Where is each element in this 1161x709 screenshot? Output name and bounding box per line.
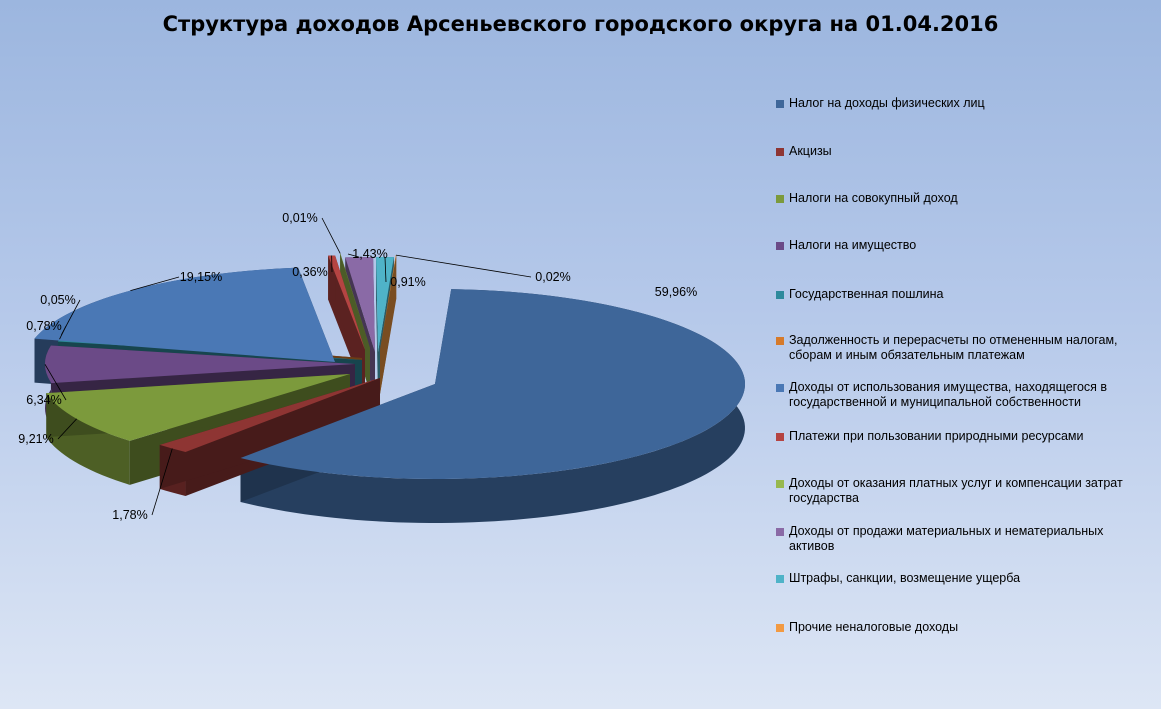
legend-item-4: Налоги на имущество: [776, 238, 1146, 253]
legend-swatch-11: [776, 575, 784, 583]
data-label-5: 0,78%: [26, 319, 61, 333]
legend-label-2: Акцизы: [789, 144, 832, 158]
pie-slice-7: [34, 267, 335, 362]
legend-label-10: Доходы от продажи материальных и нематер…: [789, 524, 1104, 553]
legend-item-11: Штрафы, санкции, возмещение ущерба: [776, 571, 1146, 586]
legend-label-7: Доходы от использования имущества, наход…: [789, 380, 1108, 409]
pie-slice-12: [380, 255, 397, 350]
leader-line-3: [57, 418, 77, 440]
data-label-3: 9,21%: [18, 432, 53, 446]
pie-tops: [34, 253, 746, 480]
legend-item-1: Налог на доходы физических лиц: [776, 96, 1146, 111]
legend-item-9: Доходы от оказания платных услуг и компе…: [776, 476, 1146, 506]
leader-line-11: [384, 257, 387, 283]
leader-line-2: [151, 448, 173, 516]
legend-swatch-5: [776, 291, 784, 299]
pie-slice-11: [376, 257, 394, 352]
legend-swatch-3: [776, 195, 784, 203]
legend-item-7: Доходы от использования имущества, наход…: [776, 380, 1146, 410]
legend-label-6: Задолженность и перерасчеты по отмененны…: [789, 333, 1118, 362]
pie-slice-1: [240, 289, 746, 480]
leader-line-6: [61, 299, 81, 335]
legend-swatch-1: [776, 100, 784, 108]
legend-swatch-2: [776, 148, 784, 156]
pie-slice-4: [44, 345, 355, 384]
legend-label-11: Штрафы, санкции, возмещение ущерба: [789, 571, 1021, 585]
legend-swatch-12: [776, 624, 784, 632]
legend-label-5: Государственная пошлина: [789, 287, 944, 301]
leader-line-7: [130, 276, 180, 292]
legend-label-12: Прочие неналоговые доходы: [789, 620, 959, 634]
legend-swatch-8: [776, 433, 784, 441]
chart-title: Структура доходов Арсеньевского городско…: [162, 12, 999, 36]
legend-label-3: Налоги на совокупный доход: [789, 191, 958, 205]
data-label-8: 0,36%: [292, 265, 327, 279]
leader-line-9: [321, 217, 341, 254]
legend-label-1: Налог на доходы физических лиц: [789, 96, 985, 110]
pie-slice-2: [159, 378, 380, 452]
pie-leaders: [44, 217, 532, 516]
data-label-6: 0,05%: [40, 293, 75, 307]
pie-labels: 59,96% 1,78% 9,21% 6,34% 0,78% 0,05% 19,15% 0,3…: [18, 211, 697, 522]
data-label-2: 1,78%: [112, 508, 147, 522]
data-label-1: 59,96%: [655, 285, 697, 299]
legend-swatch-6: [776, 337, 784, 345]
pie-slice-3: [46, 374, 350, 441]
legend-label-8: Платежи при пользовании природными ресур…: [789, 429, 1084, 443]
legend-label-4: Налоги на имущество: [789, 238, 917, 252]
pie-slice-10: [345, 257, 375, 352]
pie-slice-edge-12-2: [380, 255, 397, 394]
pie-slice-9: [340, 253, 370, 348]
legend-item-6: Задолженность и перерасчеты по отмененны…: [776, 333, 1146, 363]
legend-item-8: Платежи при пользовании природными ресур…: [776, 429, 1146, 444]
legend-swatch-4: [776, 242, 784, 250]
pie-slice-8: [328, 255, 365, 350]
data-label-9: 0,01%: [282, 211, 317, 225]
legend-item-12: Прочие неналоговые доходы: [776, 620, 1146, 635]
legend-item-5: Государственная пошлина: [776, 287, 1146, 302]
pie-slice-edge-11-1: [376, 257, 378, 396]
leader-line-12: [395, 254, 532, 278]
legend-item-2: Акцизы: [776, 144, 1146, 159]
pie-slice-edge-2-2: [159, 378, 380, 489]
legend-swatch-10: [776, 528, 784, 536]
legend-swatch-7: [776, 384, 784, 392]
data-label-11: 0,91%: [390, 275, 425, 289]
data-label-10: 1,43%: [352, 247, 387, 261]
legend-item-3: Налоги на совокупный доход: [776, 191, 1146, 206]
legend-swatch-9: [776, 480, 784, 488]
leader-line-4: [44, 364, 67, 401]
data-label-4: 6,34%: [26, 393, 61, 407]
data-label-12: 0,02%: [535, 270, 570, 284]
data-label-7: 19,15%: [180, 270, 222, 284]
legend-label-9: Доходы от оказания платных услуг и компе…: [789, 476, 1123, 505]
legend-item-10: Доходы от продажи материальных и нематер…: [776, 524, 1146, 554]
leader-line-10: [347, 253, 360, 258]
